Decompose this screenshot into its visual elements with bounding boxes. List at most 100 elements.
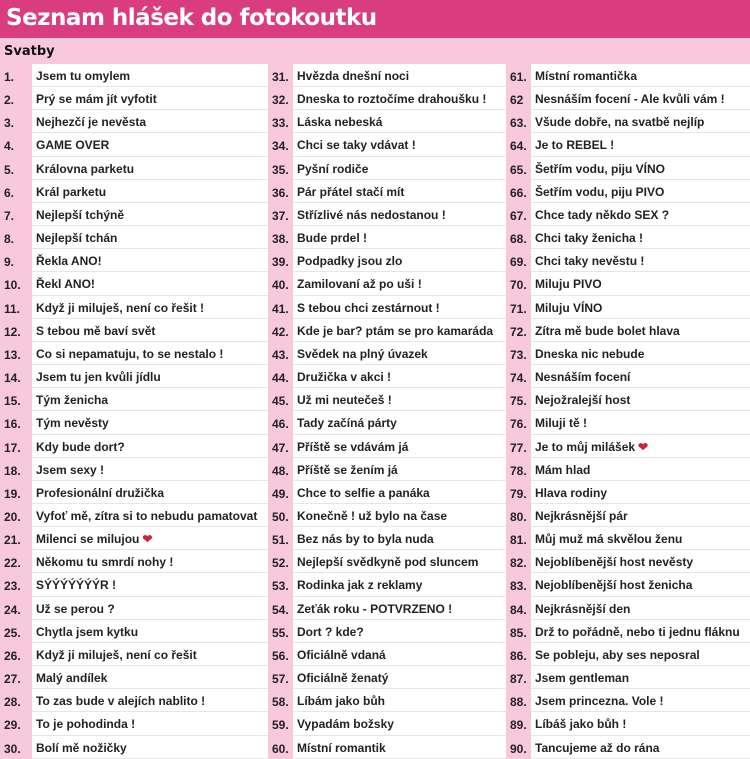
item-number: 62 [510,93,524,108]
item-number: 7. [4,208,15,223]
list-item: Je to REBEL ! [531,133,750,157]
item-text: Nejlepší svědkyně pod sluncem [297,555,479,570]
item-number: 15. [4,394,21,409]
item-number: 4. [4,139,15,154]
item-number: 69. [510,255,527,270]
item-number: 8. [4,232,15,247]
list-item: GAME OVER [32,133,268,157]
item-number: 59. [272,718,289,733]
list-item: Zítra mě bude bolet hlava [531,318,750,342]
list-item: Láska nebeská [293,110,506,134]
list-item: S tebou chci zestárnout ! [293,295,506,319]
item-text: Miluji tě ! [535,416,587,431]
list-item: Rodinka jak z reklamy [293,573,506,597]
item-number: 33. [272,116,289,131]
list-item: Oficiálně ženatý [293,666,506,690]
item-number: 37. [272,208,289,223]
item-number: 12. [4,324,21,339]
item-number: 65. [510,162,527,177]
item-text: Nejožralejší host [535,393,631,408]
list-item: Nejlepší tchán [32,226,268,250]
item-number: 70. [510,278,527,293]
item-text: Už mi neutečeš ! [297,393,392,408]
item-number: 50. [272,509,289,524]
item-number: 16. [4,417,21,432]
item-text: Chce to selfie a panáka [297,485,430,500]
item-number: 22. [4,556,21,571]
item-text: Konečně ! už bylo na čase [297,508,448,523]
item-number: 60. [272,741,289,756]
item-text: Nejkrásnější den [535,601,631,616]
list-item: Královna parketu [32,156,268,180]
list-item: Dneska nic nebude [531,341,750,366]
list-item: Jsem tu omylem [32,64,268,88]
list-item: Kdy bude dort? [32,434,268,458]
list-item: Nejoblíbenější host nevěsty [531,550,750,574]
list-item: Tady začíná párty [293,411,506,435]
list-item: Když ji miluješ, není co řešit ! [32,295,268,319]
list-item: Nesnáším focení [531,365,750,389]
item-text: To je pohodinda ! [36,717,136,732]
item-text: Jsem sexy ! [36,462,105,477]
item-number: 28. [4,695,21,710]
item-text: Chci taky nevěstu ! [535,254,645,269]
item-text: Dort ? kde? [297,624,364,639]
item-number: 54. [272,602,289,617]
list-item: Jsem sexy ! [32,457,268,481]
item-text: Řekl ANO! [36,277,95,292]
list-item: Miluju VÍNO [531,295,750,319]
item-text: Střízlivé nás nedostanou ! [297,207,446,222]
item-text: Bude prdel ! [297,231,368,246]
item-number: 71. [510,301,527,316]
item-number: 26. [4,648,21,663]
list-item: Nejoblíbenější host ženicha [531,573,750,597]
item-number: 5. [4,162,15,177]
item-text: Profesionální družička [36,485,165,500]
item-text: Kdy bude dort? [36,439,125,454]
item-text: Tým nevěsty [36,416,109,431]
list-item: Chci se taky vdávat ! [293,133,506,157]
item-text: SÝÝÝÝÝÝÝR ! [36,578,117,593]
item-text: Místní romantička [535,69,638,83]
item-number: 3. [4,116,15,131]
list-item: Nejkrásnější pár [531,503,750,528]
list-item: Chci taky ženicha ! [531,226,750,250]
list-item: Střízlivé nás nedostanou ! [293,202,506,227]
list-item: Bude prdel ! [293,226,506,250]
list-item: Tým nevěsty [32,411,268,435]
item-number: 86. [510,648,527,663]
item-number: 84. [510,602,527,617]
item-number: 87. [510,672,527,687]
item-text: S tebou mě baví svět [36,323,156,338]
item-number: 53. [272,579,289,594]
item-text: Už se perou ? [36,601,115,616]
list-item: Král parketu [32,179,268,203]
item-text: Nejoblíbenější host ženicha [535,578,693,593]
item-number: 29. [4,718,21,733]
item-text: Vyfoť mě, zítra si to nebudu pamatovat [36,508,258,523]
item-text: Můj muž má skvělou ženu [535,532,683,547]
item-text: Nejlepší tchán [36,231,118,246]
item-text: Když ji miluješ, není co řešit ! [36,300,205,315]
item-number: 14. [4,371,21,386]
item-text: Chci taky ženicha ! [535,231,644,246]
item-text: Šetřím vodu, piju PIVO [535,184,665,199]
item-number: 42. [272,324,289,339]
item-text: Malý andílek [36,671,108,686]
item-text: Nesnáším focení [535,370,631,385]
item-text: Miluju PIVO [535,277,602,292]
item-number: 13. [4,347,21,362]
item-text: Pyšní rodiče [297,161,369,176]
item-number: 10. [4,278,21,293]
item-number: 58. [272,695,289,710]
list-item: Zamilovaní až po uši ! [293,272,506,296]
item-text: Jsem tu omylem [36,69,131,83]
item-number: 78. [510,463,527,478]
item-text: Když ji miluješ, není co řešit [36,647,197,662]
item-number: 38. [272,232,289,247]
item-text: Kde je bar? ptám se pro kamaráda [297,323,494,338]
item-number: 34. [272,139,289,154]
list-item: To zas bude v alejích nablito ! [32,689,268,713]
item-number: 31. [272,70,289,84]
item-number: 20. [4,509,21,524]
